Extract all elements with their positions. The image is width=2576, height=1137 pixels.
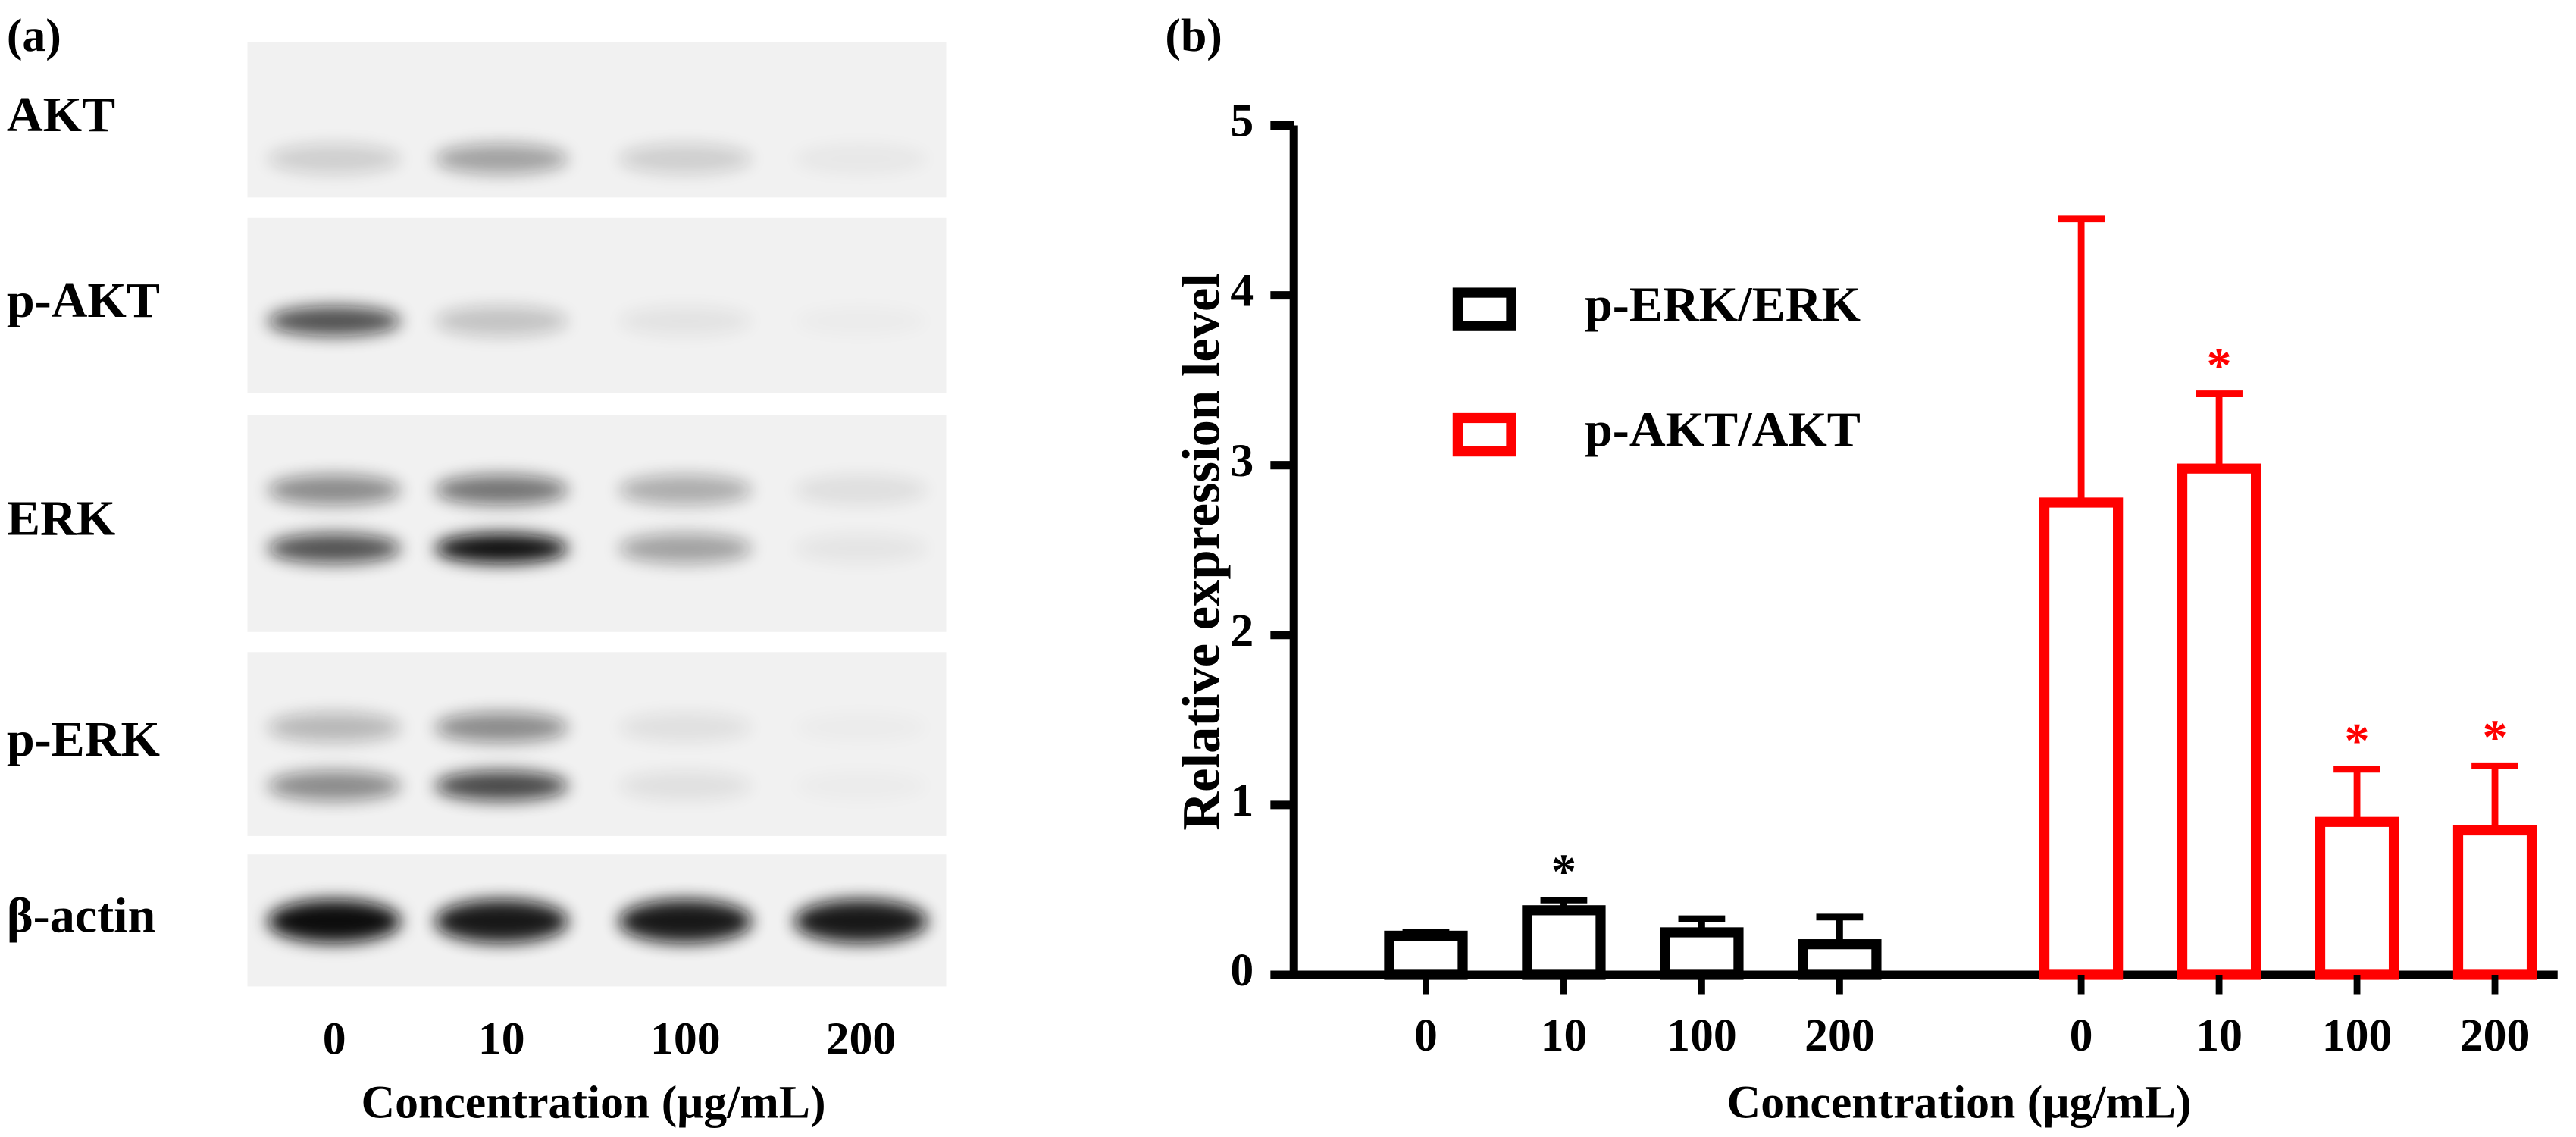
- x-tick-label: 10: [2196, 1010, 2243, 1061]
- blot-band: [267, 475, 402, 506]
- blot-band: [267, 899, 402, 944]
- x-tick-label: 200: [1804, 1010, 1875, 1061]
- blot-band: [267, 305, 402, 337]
- significance-mark: *: [2207, 338, 2232, 393]
- blot-band: [793, 475, 928, 506]
- y-tick-label: 0: [1230, 944, 1254, 996]
- bar: [1522, 905, 1606, 980]
- panel-label: (b): [1165, 10, 1222, 61]
- bar: [2039, 497, 2124, 980]
- significance-mark: *: [2345, 713, 2370, 769]
- blot-lane-label: 200: [826, 1013, 897, 1065]
- blot-band: [794, 713, 928, 743]
- blot-row-label: ERK: [7, 491, 115, 547]
- bar: [2315, 816, 2399, 980]
- blot-band: [434, 475, 568, 506]
- legend-label: p-AKT/AKT: [1585, 402, 1861, 458]
- blot-band: [794, 306, 928, 337]
- blot-row-label: β-actin: [7, 888, 156, 943]
- bar: [1384, 930, 1468, 980]
- bar: [2177, 463, 2261, 980]
- blot-band: [267, 533, 402, 564]
- bar: [2452, 825, 2537, 980]
- x-tick-label: 100: [2322, 1010, 2393, 1061]
- blot-band: [434, 899, 568, 944]
- blot-band: [618, 712, 753, 743]
- blot-strip: [247, 42, 947, 198]
- blot-strip: [247, 652, 947, 836]
- blot-strip: [247, 217, 947, 393]
- blot-x-label: Concentration (μg/mL): [362, 1076, 826, 1128]
- legend-label: p-ERK/ERK: [1585, 277, 1861, 332]
- blot-strip: [247, 415, 947, 632]
- blot-band: [267, 770, 402, 801]
- y-tick-label: 2: [1230, 605, 1254, 656]
- x-tick-label: 10: [1541, 1010, 1588, 1061]
- blot: AKT p-AKT ERK p-ERK β-actin 0 10 100 200: [7, 42, 947, 1065]
- bar: [1798, 939, 1882, 980]
- bar: [1660, 927, 1744, 980]
- blot-row-label: p-AKT: [7, 273, 160, 328]
- y-tick-label: 4: [1230, 265, 1254, 317]
- blot-lane-label: 10: [478, 1013, 525, 1065]
- blot-band: [434, 770, 568, 801]
- significance-mark: *: [1551, 844, 1576, 900]
- blot-row-label: p-ERK: [7, 712, 160, 767]
- blot-band: [794, 771, 928, 801]
- blot-band: [618, 305, 753, 337]
- blot-band: [793, 533, 928, 564]
- y-axis-label: Relative expression level: [1172, 273, 1232, 831]
- legend-swatch: [1452, 412, 1516, 457]
- x-tick-label: 200: [2460, 1010, 2531, 1061]
- blot-band: [434, 533, 568, 564]
- x-tick-label: 100: [1667, 1010, 1737, 1061]
- blot-row-label: AKT: [7, 87, 115, 143]
- blot-band: [434, 712, 568, 743]
- blot-band: [434, 305, 568, 337]
- x-axis-label: Concentration (μg/mL): [1727, 1076, 2192, 1128]
- y-tick-label: 3: [1230, 435, 1254, 487]
- blot-lane-label: 0: [323, 1013, 346, 1065]
- blot-band: [618, 475, 753, 506]
- blot-band: [793, 143, 928, 174]
- legend-swatch: [1452, 287, 1516, 331]
- significance-mark: *: [2482, 710, 2507, 766]
- blot-band: [267, 712, 402, 743]
- blot-band: [793, 899, 928, 944]
- blot-band: [618, 533, 753, 564]
- blot-band: [618, 143, 753, 174]
- blot-lane-label: 100: [650, 1013, 721, 1065]
- bar-chart: 0 1 2 3 4 5 0 10 * 100 200 p-ERK/ERK 0 10 * 100 * 200 * p-A…: [1230, 96, 2558, 1061]
- y-tick-label: 1: [1230, 775, 1254, 826]
- y-tick-label: 5: [1230, 96, 1254, 147]
- blot-band: [618, 899, 753, 944]
- blot-band: [267, 143, 402, 174]
- x-tick-label: 0: [1414, 1010, 1438, 1061]
- blot-band: [618, 770, 753, 801]
- blot-band: [434, 143, 568, 174]
- x-tick-label: 0: [2070, 1010, 2093, 1061]
- panel-label: (a): [7, 10, 61, 61]
